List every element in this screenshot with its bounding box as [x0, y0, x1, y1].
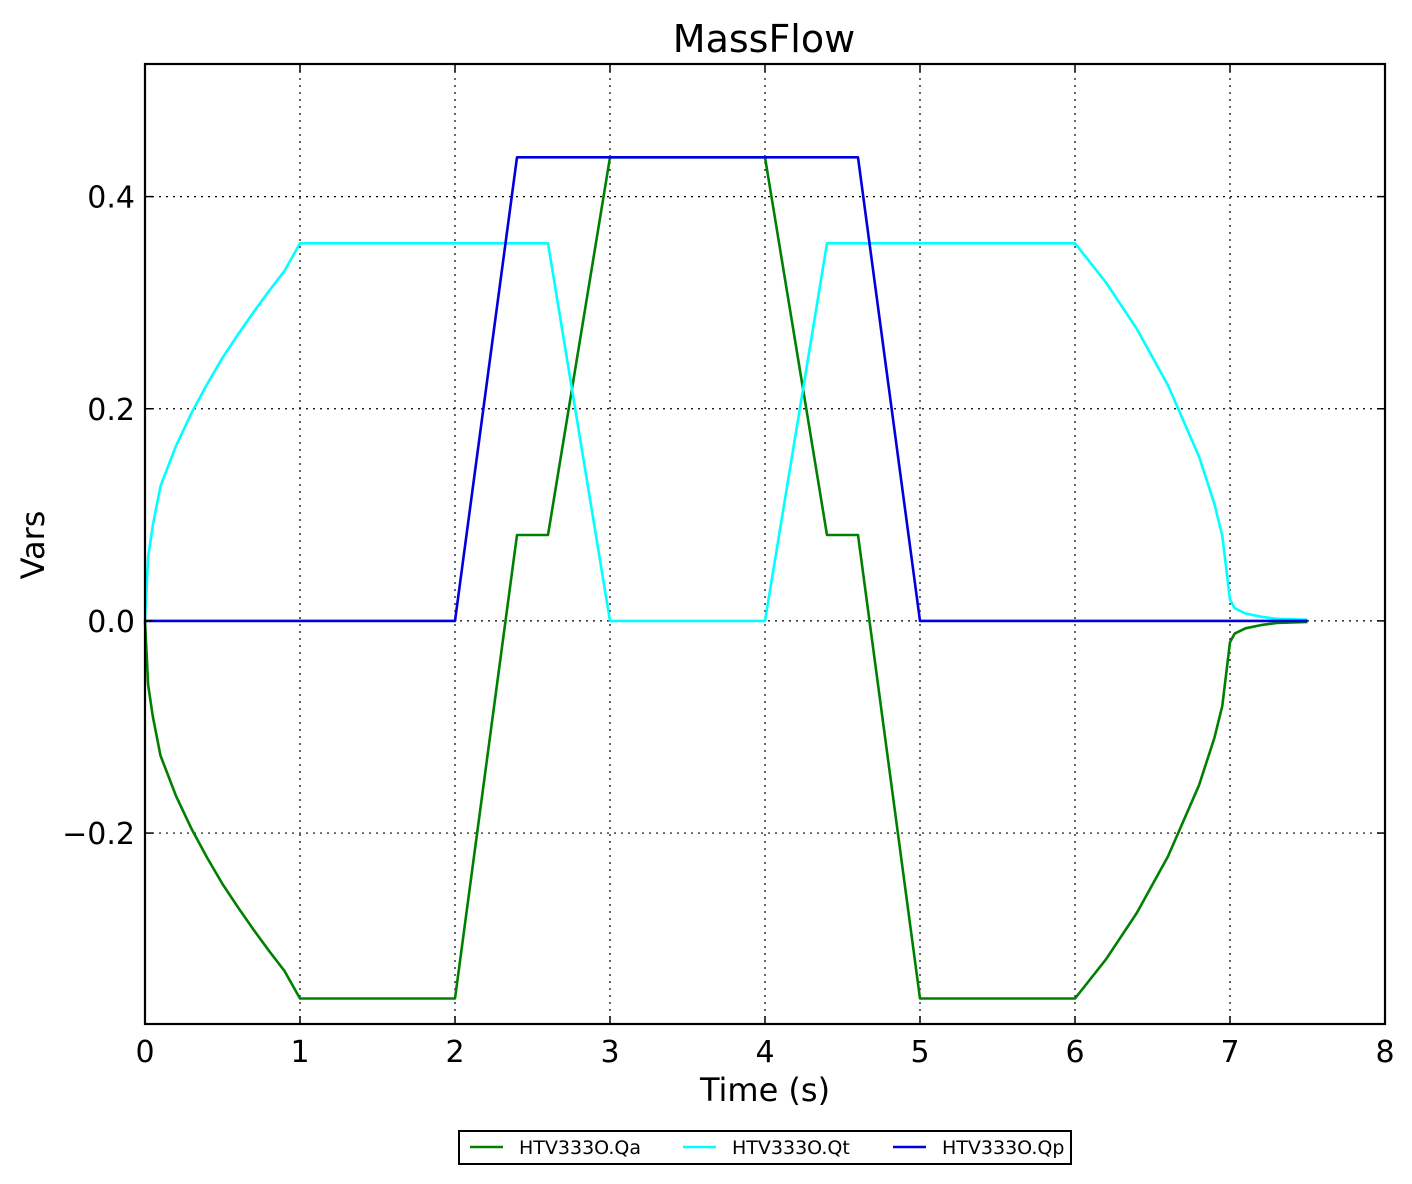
tick-labels: 0 1 2 3 4 5 6 7 8 −0.2 0.0 0.2 0.4 [62, 181, 1394, 1070]
legend-label-1: HTV333O.Qa [519, 1137, 641, 1159]
grid-lines [145, 64, 1385, 1024]
x-tick-label: 5 [910, 1035, 929, 1070]
y-tick-label: 0.0 [87, 605, 135, 640]
series-lines [143, 156, 1308, 1000]
legend-box [458, 1130, 1072, 1165]
x-axis-label: Time (s) [699, 1071, 830, 1109]
series-line-2 [143, 242, 1308, 623]
axis-ticks [144, 64, 1386, 1024]
legend-label-2: HTV333O.Qt [732, 1137, 850, 1159]
x-tick-label: 7 [1220, 1035, 1239, 1070]
y-axis-label: Vars [14, 511, 52, 580]
chart-title: MassFlow [673, 17, 855, 61]
x-tick-label: 1 [290, 1035, 309, 1070]
legend: HTV333O.Qa HTV333O.Qt HTV333O.Qp [458, 1130, 1072, 1165]
y-tick-label: −0.2 [62, 817, 135, 852]
y-tick-label: 0.2 [87, 393, 135, 428]
x-tick-label: 8 [1375, 1035, 1394, 1070]
y-tick-label: 0.4 [87, 181, 135, 216]
legend-label-3: HTV333O.Qp [942, 1137, 1064, 1159]
x-tick-label: 4 [755, 1035, 774, 1070]
x-tick-label: 2 [445, 1035, 464, 1070]
x-tick-label: 3 [600, 1035, 619, 1070]
x-tick-label: 6 [1065, 1035, 1084, 1070]
x-tick-label: 0 [135, 1035, 154, 1070]
series-line-3 [145, 156, 1308, 623]
